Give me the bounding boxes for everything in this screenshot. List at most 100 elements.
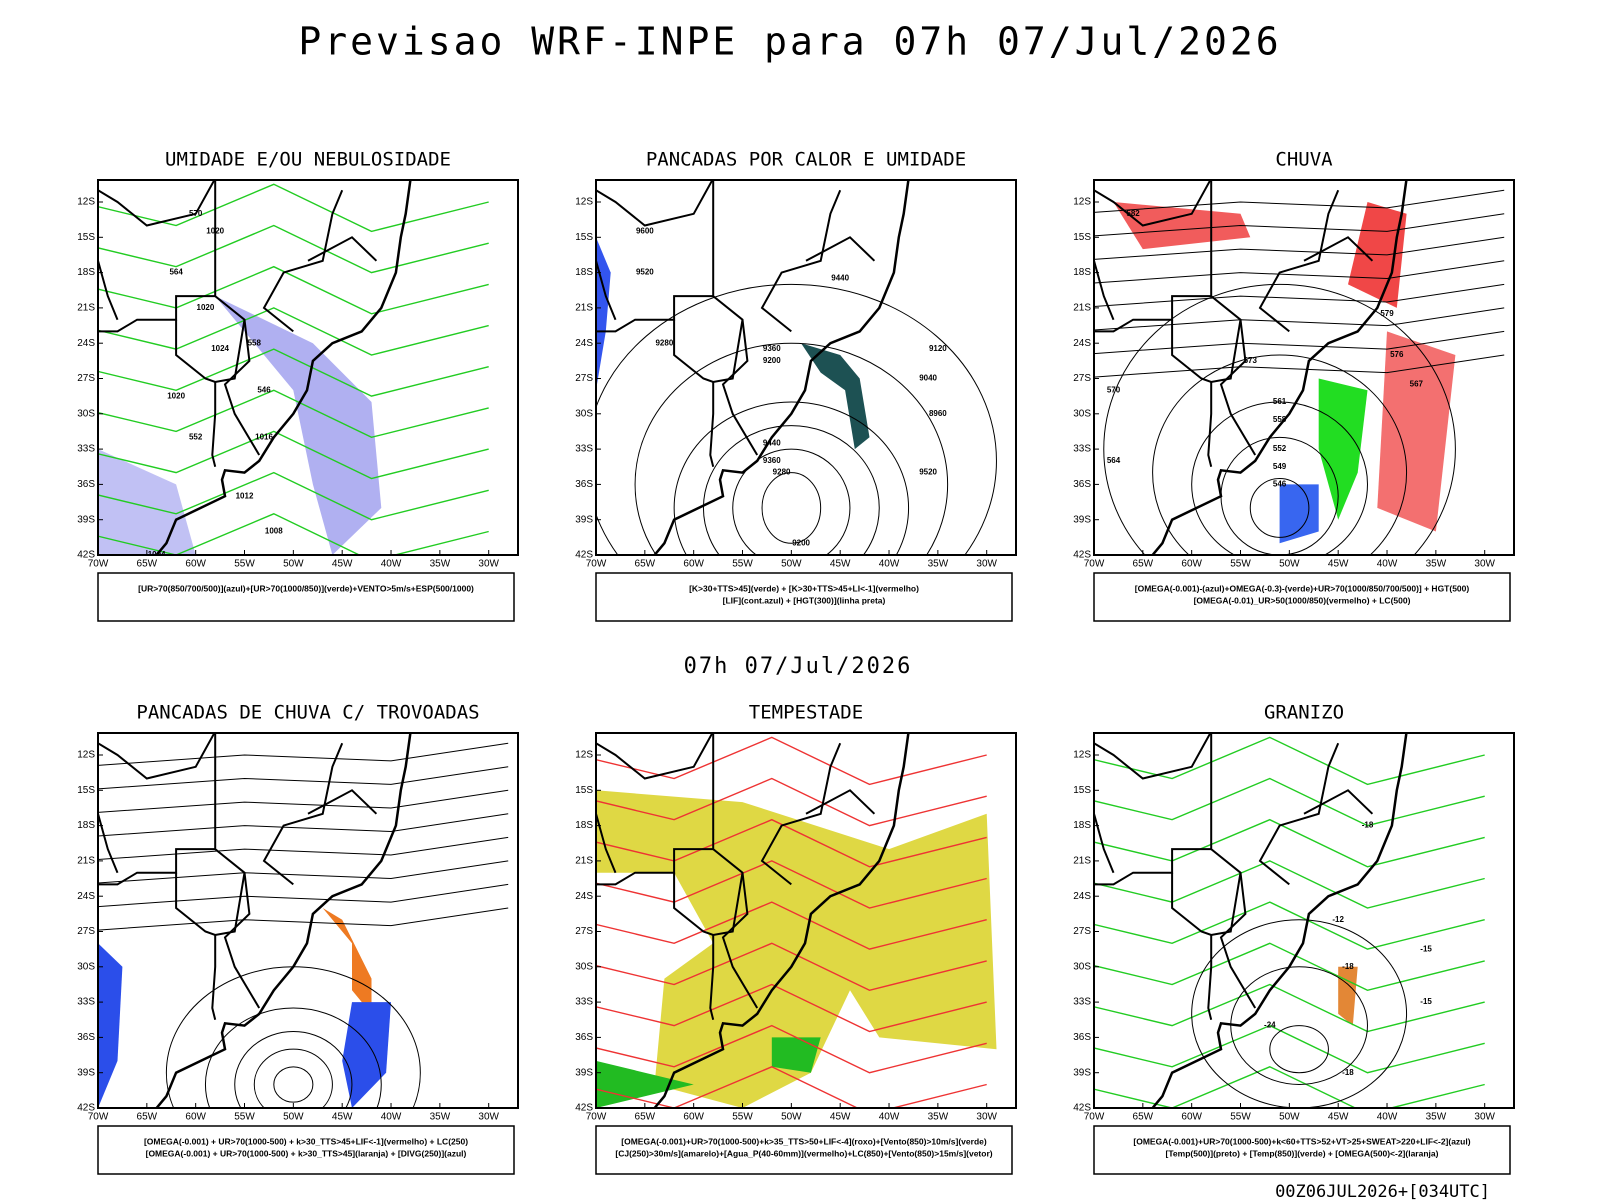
contour-label: 558 — [1273, 415, 1287, 424]
contour — [1249, 478, 1310, 538]
lat-tick-label: 15S — [575, 785, 593, 796]
contour-label: 1020 — [206, 227, 224, 236]
streamline — [1094, 330, 1505, 355]
contour — [596, 1024, 987, 1074]
contour — [98, 471, 489, 521]
lon-tick-label: 65W — [635, 559, 656, 570]
contour — [98, 265, 489, 315]
border — [805, 789, 876, 815]
contour — [1094, 777, 1485, 827]
contour-label: 1008 — [265, 527, 283, 536]
lat-tick-label: 33S — [575, 997, 593, 1008]
map — [596, 733, 997, 1108]
lat-tick-label: 42S — [77, 550, 95, 561]
legend-box — [97, 1125, 515, 1175]
lon-tick-label: 55W — [1230, 559, 1251, 570]
contour — [1103, 283, 1456, 555]
lon-tick-label: 60W — [185, 1112, 206, 1123]
contour — [1094, 901, 1485, 950]
lat-tick-label: 24S — [77, 338, 95, 349]
lat-tick-label: 15S — [1073, 785, 1091, 796]
lon-tick-label: 45W — [1328, 1112, 1349, 1123]
lat-tick-label: 24S — [575, 338, 593, 349]
contour-label: 9440 — [831, 274, 849, 283]
contour — [596, 283, 997, 555]
lat-tick-label: 27S — [575, 373, 593, 384]
coastline — [652, 733, 910, 1108]
lat-tick-label: 39S — [77, 514, 95, 525]
lat-tick-label: 21S — [1073, 303, 1091, 314]
border — [805, 236, 876, 262]
contour — [596, 860, 987, 909]
panel-title: PANCADAS DE CHUVA C/ TROVOADAS — [136, 702, 479, 724]
map — [98, 733, 509, 1108]
border — [760, 742, 842, 886]
border — [1171, 872, 1242, 937]
contour-label: 1020 — [167, 391, 185, 400]
coastline — [154, 180, 412, 555]
field-area — [596, 790, 997, 1108]
lon-tick-label: 65W — [1133, 1112, 1154, 1123]
lat-tick-label: 33S — [1073, 444, 1091, 455]
lat-tick-label: 39S — [1073, 1067, 1091, 1078]
contour — [596, 942, 987, 992]
contour — [596, 818, 987, 868]
border — [673, 872, 744, 937]
border — [307, 789, 378, 815]
border — [1303, 236, 1374, 262]
border — [1210, 733, 1257, 1009]
lon-tick-label: 35W — [928, 559, 949, 570]
lon-tick-label: 35W — [928, 1112, 949, 1123]
panel-frame — [595, 732, 1017, 1109]
panel-frame — [595, 179, 1017, 556]
contour — [1094, 818, 1485, 868]
lat-tick-label: 30S — [77, 408, 95, 419]
streamline — [98, 766, 509, 790]
lon-tick-label: 30W — [1474, 559, 1495, 570]
contour — [1094, 1066, 1485, 1108]
field-area — [596, 237, 611, 391]
field-area — [1279, 484, 1319, 544]
lon-tick-label: 45W — [830, 1112, 851, 1123]
lon-tick-label: 35W — [430, 559, 451, 570]
contour — [98, 389, 489, 439]
lat-tick-label: 33S — [77, 997, 95, 1008]
streamline — [1094, 260, 1505, 284]
contour-label: 9200 — [763, 356, 781, 365]
contour — [1094, 860, 1485, 909]
legend-box — [595, 572, 1013, 622]
contour — [596, 983, 987, 1033]
lat-tick-label: 30S — [575, 408, 593, 419]
legend-text: [OMEGA(-0.001) + UR>70(1000-500) + k>30_… — [144, 1136, 468, 1146]
lat-tick-label: 33S — [575, 444, 593, 455]
lat-tick-label: 30S — [77, 961, 95, 972]
field-area — [596, 1060, 694, 1108]
lat-tick-label: 39S — [1073, 514, 1091, 525]
lat-tick-label: 24S — [1073, 338, 1091, 349]
contour-label: 1024 — [211, 344, 229, 353]
border — [1258, 742, 1340, 886]
contour-label: 579 — [1380, 309, 1394, 318]
lat-tick-label: 36S — [77, 479, 95, 490]
panel-frame — [1093, 179, 1515, 556]
lat-tick-label: 27S — [575, 926, 593, 937]
contour-label: 570 — [189, 209, 203, 218]
legend-text: [CJ(250)>30m/s](amarelo)+[Agua_P(40-60mm… — [615, 1148, 992, 1158]
lat-tick-label: 12S — [77, 750, 95, 761]
contour — [702, 425, 880, 555]
contour — [1094, 942, 1485, 992]
contour-label: 9600 — [636, 227, 654, 236]
lat-tick-label: 36S — [1073, 479, 1091, 490]
contour-label: 549 — [1273, 462, 1287, 471]
lat-tick-label: 15S — [1073, 232, 1091, 243]
subtitle: 07h 07/Jul/2026 — [684, 654, 913, 679]
legend-text: [OMEGA(-0.001)+UR>70(1000-500)+k<60+TTS>… — [1133, 1136, 1470, 1146]
streamline — [1094, 236, 1505, 260]
lon-tick-label: 50W — [283, 559, 304, 570]
contour — [761, 472, 822, 544]
contour — [596, 1066, 987, 1108]
lon-tick-label: 30W — [976, 1112, 997, 1123]
lat-tick-label: 24S — [1073, 891, 1091, 902]
border — [596, 295, 714, 333]
